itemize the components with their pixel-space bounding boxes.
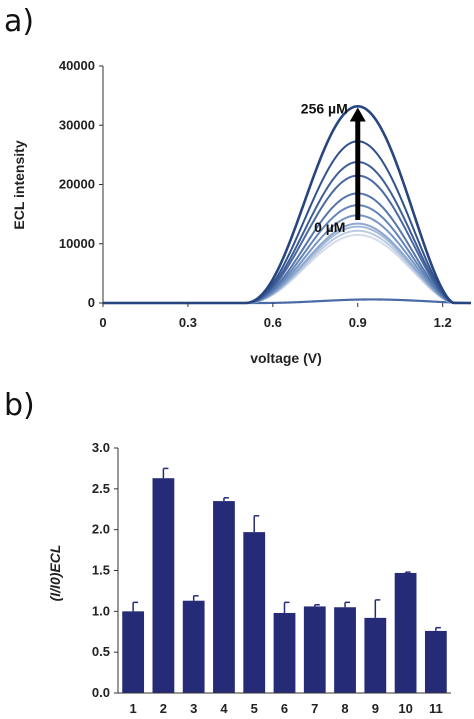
y-tick-label: 30000 bbox=[59, 117, 95, 132]
bar-x-tick-label: 10 bbox=[398, 701, 412, 716]
panel-b-label: b) bbox=[4, 388, 35, 423]
bar-x-tick-label: 5 bbox=[251, 701, 258, 716]
bar-axes-group: 0.0 0.5 1.0 1.5 2.0 2.5 3.0 1 2 3 4 5 6 7 8 9 10 11 bbox=[92, 440, 451, 716]
bar-x-tick-label: 4 bbox=[220, 701, 228, 716]
bar bbox=[334, 607, 356, 693]
bar bbox=[424, 630, 447, 693]
x-tick-label: 0.9 bbox=[349, 315, 367, 330]
bar-x-tick-label: 11 bbox=[429, 701, 443, 716]
y-tick-label: 40000 bbox=[59, 58, 95, 73]
bar-y-tick-label: 3.0 bbox=[92, 440, 110, 455]
bar-x-tick-label: 2 bbox=[160, 701, 167, 716]
y-tick-label: 20000 bbox=[59, 177, 95, 192]
bar-x-tick-label: 3 bbox=[190, 701, 197, 716]
bar bbox=[303, 606, 326, 693]
bar bbox=[394, 572, 417, 693]
bar-x-tick-label: 8 bbox=[341, 701, 348, 716]
bar bbox=[182, 600, 205, 693]
bar-x-tick-label: 7 bbox=[311, 701, 318, 716]
bar bbox=[243, 532, 266, 693]
bars-group bbox=[122, 467, 447, 693]
x-tick-label: 0.6 bbox=[264, 315, 282, 330]
ecl-curve bbox=[103, 104, 471, 305]
bar-y-tick-label: 1.5 bbox=[92, 563, 110, 578]
bar-y-tick-label: 2.0 bbox=[92, 522, 110, 537]
bar bbox=[273, 612, 296, 693]
bar bbox=[364, 617, 387, 693]
annotation-0um: 0 µM bbox=[314, 219, 345, 235]
y-tick-label: 0 bbox=[88, 295, 95, 310]
bar-y-tick-label: 0.5 bbox=[92, 644, 110, 659]
y-tick-label: 10000 bbox=[59, 236, 95, 251]
bar bbox=[213, 501, 235, 693]
x-tick-label: 0 bbox=[99, 315, 106, 330]
x-axis-title: voltage (V) bbox=[250, 350, 322, 366]
bar-x-tick-label: 1 bbox=[130, 701, 137, 716]
bar-y-axis-title: (I/I0)ECL bbox=[47, 545, 63, 602]
panel-a-label: a) bbox=[4, 4, 35, 39]
bar-y-tick-label: 1.0 bbox=[92, 603, 110, 618]
x-tick-label: 0.3 bbox=[179, 315, 197, 330]
bar-x-tick-label: 9 bbox=[372, 701, 379, 716]
bar-y-tick-label: 2.5 bbox=[92, 481, 110, 496]
bar bbox=[122, 611, 145, 693]
bar-x-tick-label: 6 bbox=[281, 701, 288, 716]
y-axis-title: ECL intensity bbox=[11, 140, 27, 229]
x-tick-label: 1.2 bbox=[434, 315, 452, 330]
bar bbox=[152, 478, 175, 693]
bar-y-tick-label: 0.0 bbox=[92, 685, 110, 700]
axes-group: 0 10000 20000 30000 40000 0 0.3 0.6 0.9 1.2 bbox=[59, 58, 452, 330]
ecl-voltage-chart: 0 10000 20000 30000 40000 0 0.3 0.6 0.9 1.2 volta… bbox=[11, 58, 472, 366]
arrow-head bbox=[349, 107, 366, 122]
annotation-256um: 256 µM bbox=[301, 100, 348, 116]
curves-group bbox=[103, 104, 472, 305]
